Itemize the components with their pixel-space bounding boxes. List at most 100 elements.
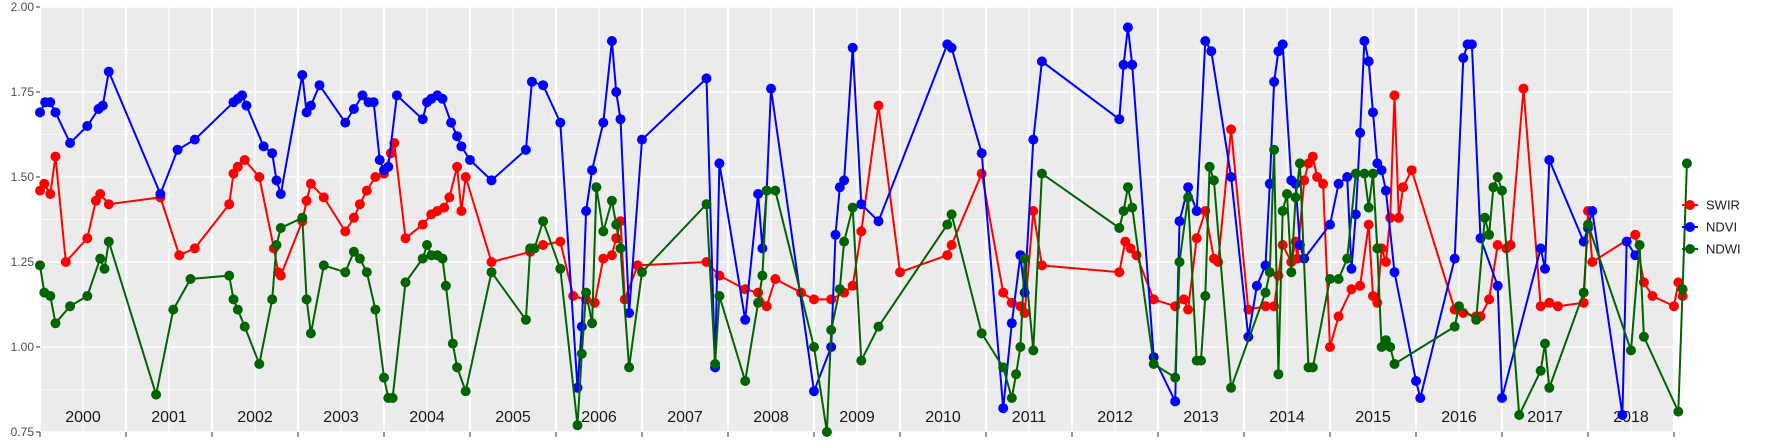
data-point-ndwi: [1294, 158, 1305, 169]
data-point-ndwi: [946, 209, 957, 220]
data-point-ndwi: [379, 372, 389, 383]
data-point-swir: [39, 178, 50, 189]
data-point-ndwi: [1363, 202, 1374, 213]
data-point-swir: [598, 253, 609, 264]
data-point-ndwi: [1277, 206, 1288, 216]
legend-label-ndvi: NDVI: [1706, 220, 1737, 235]
data-point-swir: [174, 250, 185, 261]
data-point-ndwi: [1677, 284, 1688, 295]
data-point-ndwi: [348, 246, 359, 257]
legend: SWIR NDVI NDWI: [1682, 198, 1741, 257]
data-point-ndwi: [598, 226, 609, 237]
data-point-ndvi: [258, 141, 269, 152]
data-point-ndwi: [95, 253, 106, 264]
data-point-swir: [568, 291, 579, 301]
data-point-swir: [946, 240, 957, 250]
data-point-ndwi: [460, 386, 471, 397]
data-point-swir: [976, 168, 987, 179]
data-point-ndvi: [1200, 36, 1211, 46]
data-point-swir: [1191, 233, 1202, 244]
data-point-ndwi: [1484, 229, 1495, 240]
data-point-ndwi: [1350, 168, 1361, 179]
data-point-ndvi: [172, 144, 183, 155]
year-label: 2008: [753, 409, 789, 426]
data-point-ndwi: [1488, 182, 1499, 193]
series-group: [35, 22, 1692, 437]
data-point-ndwi: [1449, 321, 1460, 332]
data-point-swir: [486, 257, 497, 267]
data-point-swir: [538, 240, 549, 250]
data-point-ndwi: [1200, 291, 1211, 301]
data-point-ndwi: [1127, 202, 1138, 213]
data-point-swir: [1544, 297, 1555, 308]
data-point-ndwi: [1015, 342, 1026, 352]
data-point-ndvi: [1363, 56, 1374, 67]
data-point-ndwi: [1681, 158, 1692, 169]
data-point-ndvi: [753, 189, 764, 199]
data-point-swir: [1630, 229, 1641, 240]
data-point-ndvi: [740, 314, 751, 325]
data-point-ndwi: [757, 270, 768, 281]
data-point-ndwi: [1183, 192, 1194, 203]
data-point-ndvi: [1350, 209, 1361, 220]
data-point-ndwi: [555, 263, 566, 274]
data-point-ndvi: [714, 158, 725, 169]
data-point-swir: [1406, 165, 1417, 176]
data-point-ndwi: [839, 236, 850, 247]
data-point-ndwi: [1028, 345, 1039, 356]
data-point-ndvi: [809, 386, 819, 397]
data-point-ndwi: [520, 314, 531, 325]
legend-label-ndwi: NDWI: [1706, 242, 1741, 257]
year-label: 2002: [237, 409, 273, 426]
data-point-ndwi: [1634, 240, 1645, 250]
data-point-swir: [1552, 301, 1563, 312]
year-label: 2004: [409, 409, 445, 426]
data-point-ndwi: [1578, 287, 1589, 298]
data-point-ndwi: [834, 284, 845, 295]
legend-label-swir: SWIR: [1706, 198, 1740, 213]
data-point-ndvi: [856, 199, 867, 210]
data-point-swir: [348, 212, 359, 223]
data-point-ndwi: [826, 325, 837, 335]
data-point-ndwi: [1006, 393, 1017, 403]
data-point-ndvi: [1170, 396, 1181, 407]
data-point-swir: [254, 172, 265, 182]
year-label: 2007: [667, 409, 703, 426]
data-point-swir: [1148, 294, 1159, 305]
data-point-swir: [809, 294, 819, 305]
data-point-swir: [753, 287, 764, 298]
data-point-ndvi: [1617, 410, 1628, 420]
data-point-ndwi: [998, 362, 1009, 373]
data-point-ndwi: [701, 199, 712, 210]
data-point-ndvi: [305, 100, 316, 111]
data-point-ndwi: [224, 270, 235, 281]
data-point-ndwi: [538, 216, 549, 227]
data-point-ndwi: [297, 212, 308, 223]
data-point-ndwi: [168, 304, 179, 315]
year-label: 2015: [1355, 409, 1391, 426]
data-point-ndvi: [340, 117, 351, 128]
data-point-ndwi: [770, 185, 781, 196]
data-point-ndwi: [856, 355, 867, 366]
y-tick-label: 2.00: [11, 0, 35, 14]
data-point-ndvi: [1359, 36, 1370, 46]
data-point-swir: [1398, 182, 1409, 193]
data-point-swir: [1535, 301, 1546, 312]
data-point-ndwi: [1638, 331, 1649, 342]
data-point-swir: [998, 287, 1009, 298]
data-point-ndvi: [189, 134, 200, 145]
y-tick-label: 1.50: [11, 170, 35, 184]
data-point-swir: [1518, 83, 1529, 94]
data-point-ndwi: [740, 376, 751, 386]
data-point-ndwi: [1535, 365, 1546, 376]
data-point-ndvi: [606, 36, 617, 46]
data-point-ndvi: [1118, 59, 1129, 70]
data-point-swir: [1183, 304, 1194, 315]
data-point-ndwi: [1196, 355, 1206, 366]
data-point-ndvi: [581, 206, 592, 216]
data-point-ndvi: [103, 66, 114, 77]
data-point-ndwi: [1359, 168, 1370, 179]
data-point-swir: [400, 233, 411, 244]
data-point-ndwi: [228, 294, 239, 305]
